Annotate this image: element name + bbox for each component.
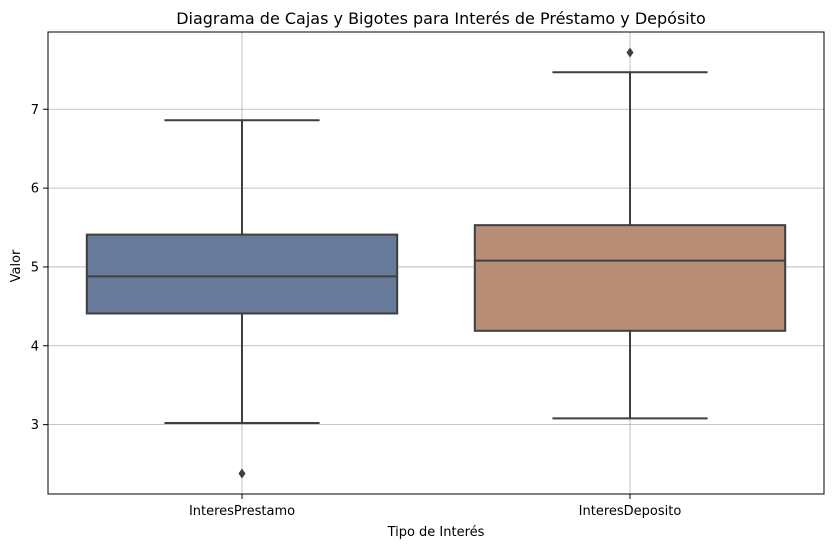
- box-InteresDeposito: [473, 47, 787, 420]
- y-tick-label: 3: [31, 418, 39, 433]
- x-tick-label: InteresDeposito: [579, 504, 682, 519]
- box-InteresPrestamo: [85, 119, 399, 479]
- outlier-point: [626, 47, 634, 58]
- y-axis-label: Valor: [9, 249, 24, 282]
- y-tick-label: 5: [31, 260, 39, 275]
- axis-ticks: 3 4 5 6 7 InteresPrestamo InteresDeposito: [31, 103, 682, 519]
- iqr-box: [473, 224, 787, 332]
- chart-title: Diagrama de Cajas y Bigotes para Interés…: [176, 9, 706, 28]
- iqr-box: [85, 233, 399, 315]
- y-tick-label: 6: [31, 182, 39, 197]
- x-axis-label: Tipo de Interés: [387, 525, 485, 540]
- boxes-group: [85, 47, 787, 479]
- outlier-point: [238, 468, 246, 479]
- y-tick-label: 4: [31, 339, 39, 354]
- y-tick-label: 7: [31, 103, 39, 118]
- x-tick-label: InteresPrestamo: [189, 504, 295, 519]
- plot-frame: [47, 31, 825, 495]
